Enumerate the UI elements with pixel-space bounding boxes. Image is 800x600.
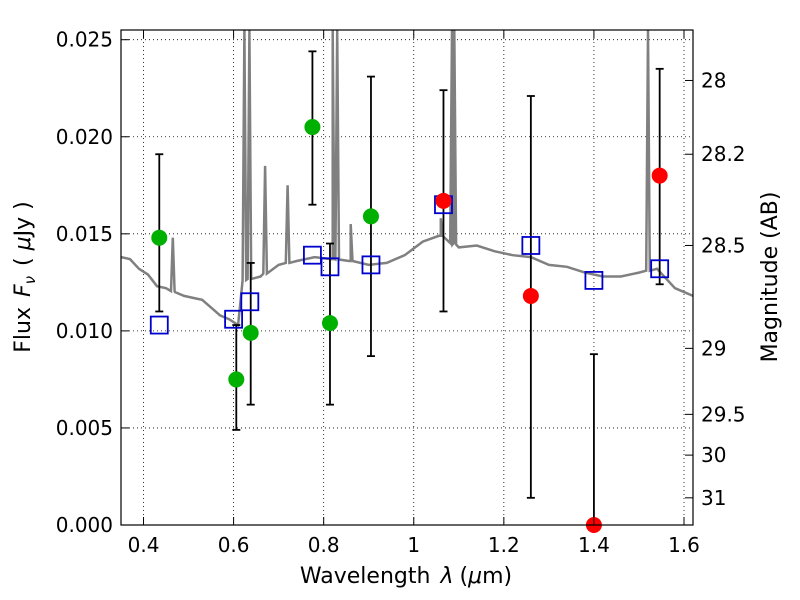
y2-tick-label: 29 (701, 336, 726, 360)
y2-tick-label: 29.5 (701, 402, 746, 426)
x-tick-label: 1 (407, 533, 420, 557)
data-point-circle (151, 229, 168, 246)
x-tick-label: 1.2 (488, 533, 520, 557)
y2-tick-label: 28 (701, 68, 726, 92)
data-point-square (584, 271, 604, 290)
y2-axis-label: Magnitude (AB) (758, 192, 783, 363)
data-points (149, 119, 670, 533)
plot-frame (120, 29, 694, 526)
data-point-circle (522, 287, 539, 304)
y-axis-ticks: 0.000 0.005 0.010 0.015 0.020 0.025 (56, 28, 129, 537)
data-point-square (149, 315, 169, 335)
x-tick-label: 0.6 (218, 533, 250, 557)
data-point-square (650, 259, 670, 279)
y2-axis-ticks: 28 28.2 28.5 29 29.5 30 31 (685, 68, 746, 510)
data-point-circle (362, 208, 379, 225)
data-point-square (320, 257, 340, 277)
x-axis-ticks: 0.4 0.6 0.8 1 1.2 1.4 1.6 (128, 30, 700, 557)
y2-tick-label: 28.5 (701, 233, 746, 257)
y-tick-label: 0.000 (56, 513, 113, 537)
x-tick-label: 1.6 (668, 533, 700, 557)
y-tick-label: 0.020 (56, 125, 113, 149)
data-point-square (224, 309, 243, 329)
data-point-square (240, 292, 260, 312)
x-tick-label: 0.8 (308, 533, 340, 557)
data-point-circle (242, 324, 259, 341)
y2-tick-label: 28.2 (701, 142, 746, 166)
y2-tick-label: 31 (701, 486, 726, 510)
data-point-circle (651, 167, 668, 184)
data-point-circle (228, 371, 245, 388)
data-point-square (521, 236, 541, 255)
x-tick-label: 1.4 (578, 533, 610, 557)
y-tick-label: 0.025 (56, 28, 113, 52)
data-point-circle (435, 192, 452, 209)
x-axis-label: Wavelength λ (μm) (300, 564, 512, 589)
y-tick-label: 0.015 (56, 222, 113, 246)
y-tick-label: 0.005 (56, 416, 113, 440)
data-point-circle (304, 119, 321, 136)
x-tick-label: 0.4 (128, 533, 160, 557)
data-point-square (361, 255, 381, 275)
data-point-circle (321, 315, 338, 332)
y2-tick-label: 30 (701, 443, 726, 467)
y-axis-label: FluxFν( μJy ) (11, 201, 39, 352)
data-point-square (303, 245, 322, 265)
y-tick-label: 0.010 (56, 319, 113, 343)
model-spectrum-line (120, 29, 694, 328)
model-spectrum (120, 29, 694, 328)
